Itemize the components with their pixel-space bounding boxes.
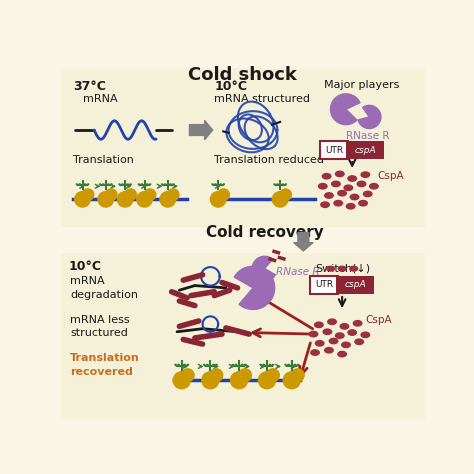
Ellipse shape (338, 351, 346, 357)
Text: Major players: Major players (324, 80, 400, 90)
Ellipse shape (348, 176, 356, 181)
FancyArrow shape (293, 232, 313, 251)
Circle shape (105, 189, 117, 201)
Circle shape (280, 189, 292, 201)
Circle shape (173, 372, 190, 389)
Text: RNase R: RNase R (346, 131, 390, 141)
Ellipse shape (336, 171, 344, 177)
Ellipse shape (338, 266, 346, 271)
Circle shape (238, 369, 251, 382)
Text: Cold recovery: Cold recovery (207, 225, 324, 240)
Circle shape (144, 189, 156, 201)
Ellipse shape (342, 342, 350, 347)
Text: RNase R: RNase R (276, 267, 320, 277)
Ellipse shape (315, 341, 324, 346)
Text: mRNA less
structured: mRNA less structured (70, 315, 130, 338)
FancyArrow shape (190, 120, 213, 140)
Ellipse shape (348, 330, 356, 335)
Circle shape (266, 369, 279, 382)
Circle shape (202, 372, 219, 389)
FancyBboxPatch shape (61, 253, 425, 419)
Circle shape (98, 191, 113, 207)
Wedge shape (252, 256, 275, 281)
Ellipse shape (322, 173, 331, 179)
Ellipse shape (332, 181, 340, 187)
Circle shape (167, 189, 179, 201)
Ellipse shape (328, 319, 337, 325)
FancyBboxPatch shape (337, 275, 374, 294)
Ellipse shape (350, 194, 359, 200)
Ellipse shape (323, 329, 332, 335)
Ellipse shape (329, 338, 338, 344)
Circle shape (273, 191, 288, 207)
Ellipse shape (311, 350, 319, 355)
Text: 10°C: 10°C (214, 80, 247, 93)
Ellipse shape (325, 347, 333, 353)
Text: mRNA: mRNA (82, 94, 117, 104)
Ellipse shape (359, 201, 367, 206)
Text: CspA: CspA (377, 171, 404, 181)
Ellipse shape (350, 266, 357, 271)
Ellipse shape (327, 266, 334, 271)
Ellipse shape (309, 331, 318, 337)
Text: Translation
recovered: Translation recovered (70, 353, 140, 376)
Text: CspA: CspA (365, 315, 392, 325)
Ellipse shape (361, 172, 370, 177)
Circle shape (125, 189, 137, 201)
Text: 10°C: 10°C (69, 260, 101, 273)
Ellipse shape (338, 191, 346, 196)
Text: mRNA structured: mRNA structured (214, 94, 310, 104)
Circle shape (137, 191, 152, 207)
Wedge shape (234, 266, 275, 310)
Circle shape (210, 191, 226, 207)
Text: Translation: Translation (73, 155, 134, 165)
Ellipse shape (344, 185, 353, 191)
Ellipse shape (315, 322, 323, 328)
Ellipse shape (321, 202, 329, 208)
Ellipse shape (336, 333, 344, 338)
Wedge shape (330, 94, 360, 125)
Text: Translation reduced: Translation reduced (214, 155, 324, 165)
FancyBboxPatch shape (310, 275, 338, 294)
Circle shape (118, 191, 133, 207)
Circle shape (75, 191, 90, 207)
Circle shape (218, 189, 229, 201)
Text: cspA: cspA (344, 280, 366, 289)
FancyBboxPatch shape (346, 141, 384, 159)
Circle shape (292, 369, 304, 382)
Ellipse shape (355, 339, 364, 345)
Text: UTR: UTR (325, 146, 343, 155)
Text: cspA: cspA (355, 146, 376, 155)
FancyBboxPatch shape (320, 141, 348, 159)
Circle shape (283, 372, 300, 389)
Ellipse shape (340, 324, 349, 329)
Ellipse shape (364, 191, 372, 197)
Text: mRNA
degradation: mRNA degradation (70, 276, 138, 300)
Circle shape (210, 369, 223, 382)
Text: 37°C: 37°C (73, 80, 106, 93)
Text: Cold shock: Cold shock (189, 66, 297, 84)
Ellipse shape (353, 320, 362, 326)
Circle shape (258, 372, 275, 389)
Ellipse shape (357, 181, 366, 187)
Ellipse shape (370, 183, 378, 189)
Text: Switch(↓): Switch(↓) (315, 263, 370, 273)
FancyBboxPatch shape (61, 68, 425, 227)
Text: UTR: UTR (315, 280, 333, 289)
Circle shape (181, 369, 194, 382)
Ellipse shape (346, 203, 355, 209)
Ellipse shape (319, 183, 327, 189)
Circle shape (160, 191, 175, 207)
Ellipse shape (361, 332, 370, 337)
Ellipse shape (334, 201, 343, 206)
Circle shape (230, 372, 247, 389)
Ellipse shape (325, 193, 333, 198)
Circle shape (82, 189, 94, 201)
Wedge shape (358, 105, 381, 128)
